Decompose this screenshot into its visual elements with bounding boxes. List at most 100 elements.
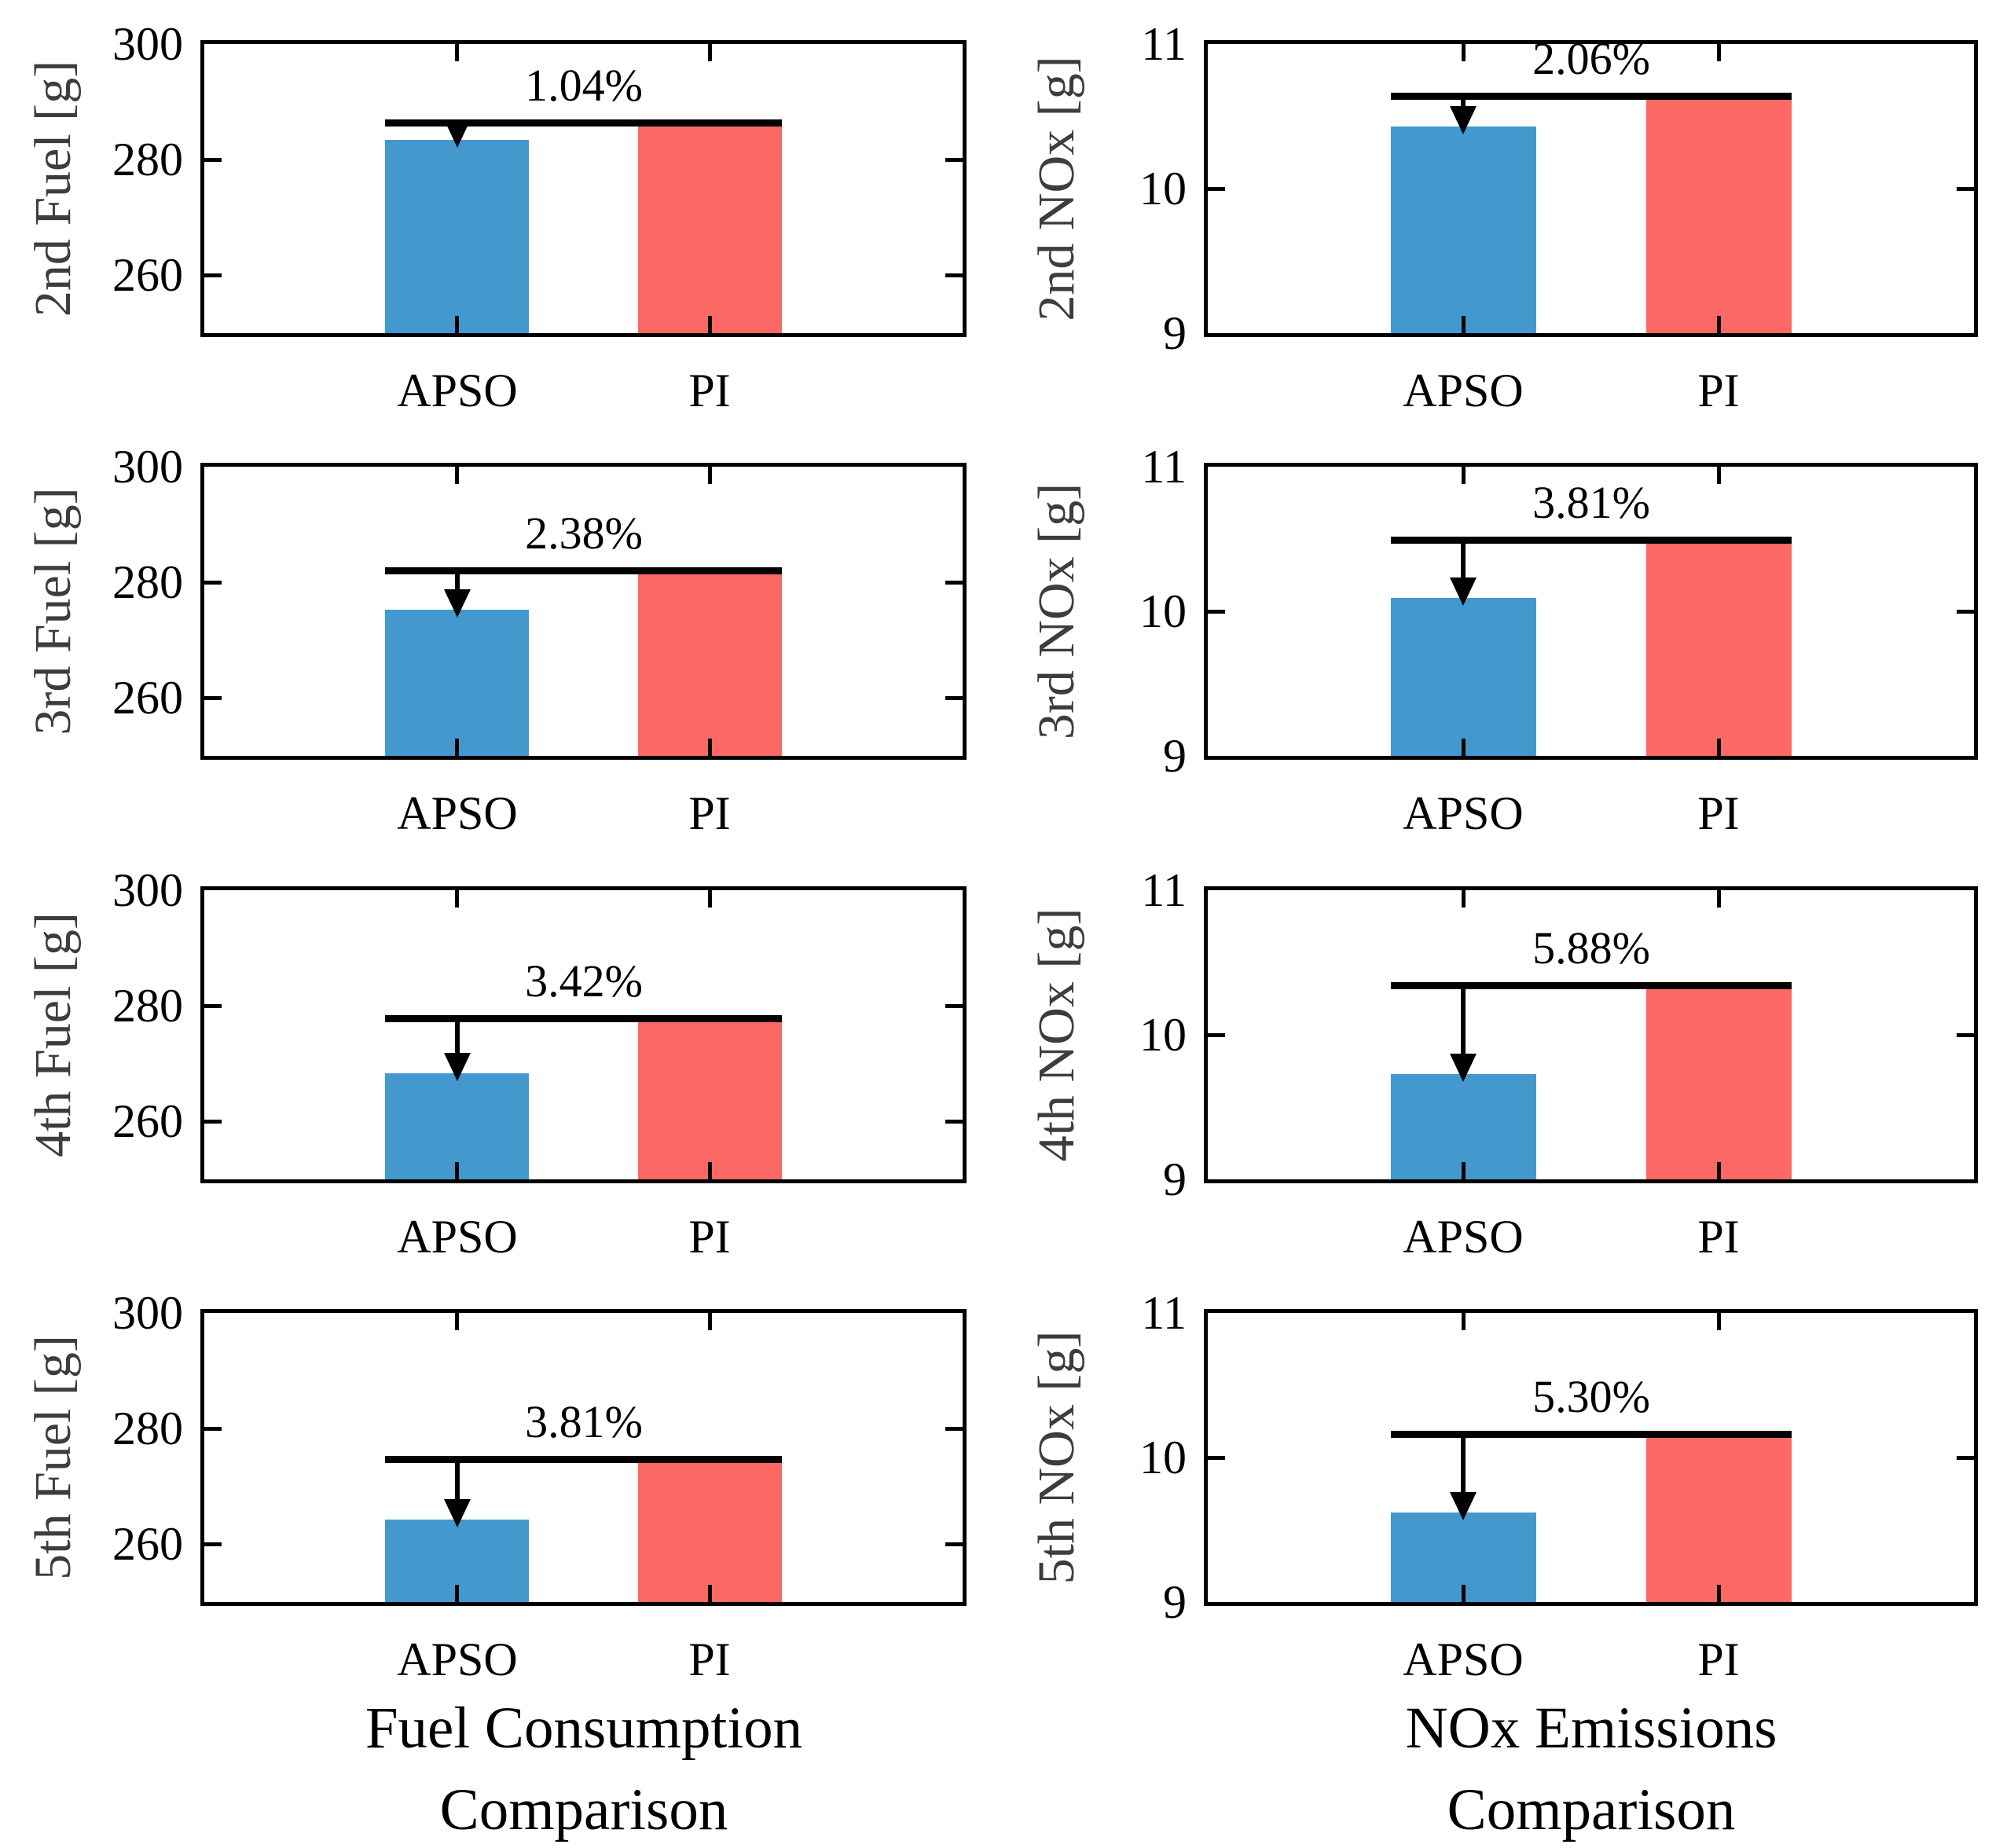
ytick-left [204, 1120, 222, 1124]
ytick-left [1208, 1456, 1225, 1460]
xtick-top [1717, 890, 1721, 908]
xtick-bottom [1717, 316, 1721, 333]
bar-pi-nox-5th [1646, 1435, 1792, 1602]
column-title-line2: Comparison [1447, 1777, 1736, 1842]
down-arrow-icon [1450, 1054, 1477, 1082]
ytick-left [1208, 1033, 1225, 1037]
ytick-left [1208, 187, 1225, 191]
xtick-label-pi: PI [688, 1211, 731, 1263]
y-axis-label-fuel-3rd: 3rd Fuel [g] [24, 487, 82, 735]
plot-area-nox-2nd [1204, 40, 1978, 337]
ytick-label: 11 [1141, 18, 1187, 70]
ytick-label: 300 [112, 1287, 183, 1339]
ytick-right [945, 1427, 963, 1431]
ytick-left [204, 273, 222, 277]
xtick-bottom [1462, 739, 1466, 756]
xtick-bottom [1462, 316, 1466, 333]
down-arrow-shaft [1461, 1437, 1466, 1492]
annotation-line [1391, 1431, 1792, 1438]
xtick-top [455, 44, 459, 61]
xtick-bottom [455, 739, 459, 756]
xtick-bottom [455, 1585, 459, 1602]
xtick-bottom [1717, 739, 1721, 756]
ytick-label: 280 [112, 134, 183, 185]
xtick-label-apso: APSO [397, 1211, 518, 1263]
xtick-bottom [1717, 1162, 1721, 1179]
xtick-top [1462, 890, 1466, 908]
plot-area-nox-4th [1204, 886, 1978, 1183]
down-arrow-shaft [1461, 988, 1466, 1054]
annotation-percent: 2.38% [525, 508, 643, 559]
ytick-right [945, 158, 963, 162]
plot-area-fuel-2nd [200, 40, 967, 337]
bar-apso-nox-3rd [1391, 598, 1536, 756]
ytick-label: 300 [112, 864, 183, 916]
annotation-line [385, 119, 782, 126]
ytick-right [945, 1542, 963, 1546]
ytick-label: 11 [1141, 1287, 1187, 1339]
annotation-line [385, 1456, 782, 1463]
xtick-label-pi: PI [1697, 365, 1740, 416]
xtick-top [1462, 1313, 1466, 1330]
xtick-bottom [708, 1585, 712, 1602]
ytick-label: 280 [112, 556, 183, 608]
bar-apso-fuel-4th [385, 1073, 529, 1179]
annotation-percent: 2.06% [1532, 33, 1650, 84]
ytick-label: 10 [1139, 1432, 1187, 1483]
xtick-label-pi: PI [688, 365, 731, 416]
bar-apso-nox-2nd [1391, 126, 1536, 333]
plot-area-nox-5th [1204, 1309, 1978, 1606]
xtick-top [708, 890, 712, 908]
xtick-label-pi: PI [1697, 787, 1740, 839]
annotation-percent: 5.30% [1532, 1371, 1650, 1422]
down-arrow-shaft [1461, 99, 1466, 106]
bar-pi-fuel-4th [638, 1018, 782, 1179]
down-arrow-shaft [455, 1462, 460, 1500]
xtick-top [708, 1313, 712, 1330]
xtick-top [455, 1313, 459, 1330]
ytick-label: 260 [112, 672, 183, 724]
xtick-label-pi: PI [688, 787, 731, 839]
annotation-percent: 5.88% [1532, 922, 1650, 974]
xtick-top [1462, 467, 1466, 484]
xtick-bottom [455, 1162, 459, 1179]
annotation-line [1391, 93, 1792, 100]
xtick-top [455, 890, 459, 908]
ytick-label: 11 [1141, 441, 1187, 493]
ytick-label: 260 [112, 249, 183, 301]
annotation-percent: 3.42% [525, 955, 643, 1006]
xtick-bottom [708, 739, 712, 756]
xtick-label-pi: PI [688, 1634, 731, 1685]
ytick-label: 300 [112, 18, 183, 70]
plot-area-nox-3rd [1204, 463, 1978, 760]
down-arrow-icon [444, 589, 471, 618]
bar-pi-fuel-2nd [638, 123, 782, 333]
ytick-label: 10 [1139, 163, 1187, 214]
xtick-bottom [708, 1162, 712, 1179]
y-axis-label-fuel-4th: 4th Fuel [g] [24, 912, 82, 1157]
ytick-left [204, 1542, 222, 1546]
annotation-percent: 3.81% [525, 1396, 643, 1447]
ytick-right [945, 1004, 963, 1008]
y-axis-label-nox-4th: 4th NOx [g] [1028, 908, 1085, 1162]
xtick-label-apso: APSO [397, 787, 518, 839]
xtick-label-apso: APSO [1403, 1211, 1524, 1263]
xtick-top [708, 467, 712, 484]
ytick-right [1957, 1456, 1974, 1460]
annotation-percent: 3.81% [1532, 477, 1650, 528]
ytick-left [204, 1427, 222, 1431]
annotation-line [385, 1015, 782, 1022]
xtick-bottom [1462, 1162, 1466, 1179]
bar-pi-nox-4th [1646, 985, 1792, 1179]
xtick-top [1717, 44, 1721, 61]
bar-apso-fuel-2nd [385, 140, 529, 333]
y-axis-label-fuel-5th: 5th Fuel [g] [24, 1335, 82, 1580]
plot-area-fuel-3rd [200, 463, 967, 760]
xtick-label-pi: PI [1697, 1634, 1740, 1685]
ytick-right [1957, 187, 1974, 191]
bar-apso-fuel-3rd [385, 610, 529, 756]
ytick-label: 260 [112, 1518, 183, 1570]
y-axis-label-fuel-2nd: 2nd Fuel [g] [24, 60, 82, 317]
bar-apso-nox-4th [1391, 1074, 1536, 1179]
